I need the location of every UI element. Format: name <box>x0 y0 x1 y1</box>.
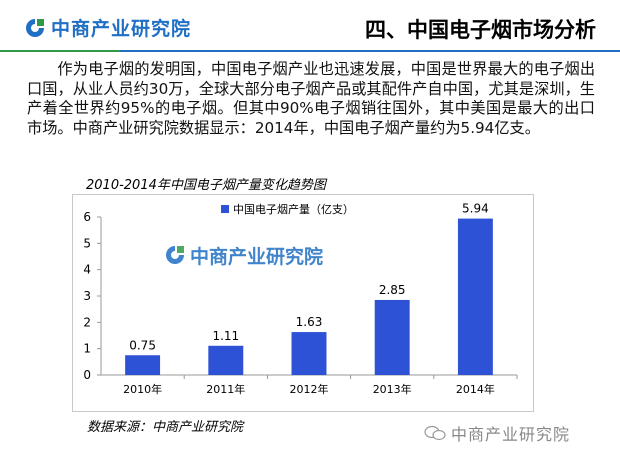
x-tick-label: 2010年 <box>123 382 162 396</box>
y-tick-label: 0 <box>83 368 91 382</box>
section-title: 四、中国电子烟市场分析 <box>365 18 596 42</box>
y-tick-label: 1 <box>83 342 91 356</box>
y-tick-label: 6 <box>83 210 91 224</box>
bar <box>374 299 410 375</box>
chart-frame: 中商产业研究院 中国电子烟产量（亿支） 0 1 2 3 4 5 6 2010年 2011年 201… <box>72 194 534 412</box>
bar <box>291 332 327 375</box>
y-tick-label: 3 <box>83 289 91 303</box>
body-paragraph: 作为电子烟的发明国，中国电子烟产业也迅速发展，中国是世界最大的电子烟出口国，从业… <box>27 60 595 137</box>
logo-mark-icon <box>26 18 44 37</box>
bar-chart: 中商产业研究院 中国电子烟产量（亿支） 0 1 2 3 4 5 6 2010年 2011年 201… <box>83 202 518 396</box>
logo-text: 中商产业研究院 <box>51 18 192 40</box>
x-tick-label: 2013年 <box>373 382 412 396</box>
x-tick-label: 2011年 <box>206 382 245 396</box>
chart-bars: 0.75 1.11 1.63 2.85 5.94 <box>125 202 493 375</box>
chart-watermark: 中商产业研究院 <box>166 245 323 268</box>
data-label: 1.11 <box>212 329 239 343</box>
brand-logo: 中商产业研究院 <box>24 14 191 41</box>
bar <box>208 345 244 375</box>
y-tick-label: 2 <box>83 315 91 329</box>
chart-watermark-text: 中商产业研究院 <box>190 245 323 268</box>
chart-title: 2010-2014年中国电子烟产量变化趋势图 <box>86 178 326 193</box>
data-label: 1.63 <box>296 315 323 329</box>
bar <box>457 218 493 375</box>
wechat-watermark-text: 中商产业研究院 <box>451 425 571 444</box>
header-divider <box>0 50 620 52</box>
wechat-icon <box>424 425 446 441</box>
y-tick-label: 5 <box>83 236 91 250</box>
data-label: 5.94 <box>462 202 489 216</box>
wechat-watermark: 中商产业研究院 <box>424 421 570 445</box>
data-source: 数据来源：中商产业研究院 <box>87 420 244 435</box>
y-tick-label: 4 <box>83 263 91 277</box>
bar <box>125 355 161 375</box>
legend-swatch <box>221 205 229 213</box>
chart-legend: 中国电子烟产量（亿支） <box>221 202 354 216</box>
x-tick-label: 2012年 <box>290 382 329 396</box>
chart-axes: 0 1 2 3 4 5 6 2010年 2011年 2012年 2013年 2014年 <box>83 210 518 396</box>
data-label: 0.75 <box>129 338 156 352</box>
legend-label: 中国电子烟产量（亿支） <box>233 202 354 216</box>
header-divider-accent <box>0 50 120 52</box>
x-tick-label: 2014年 <box>456 382 495 396</box>
data-label: 2.85 <box>379 283 406 297</box>
